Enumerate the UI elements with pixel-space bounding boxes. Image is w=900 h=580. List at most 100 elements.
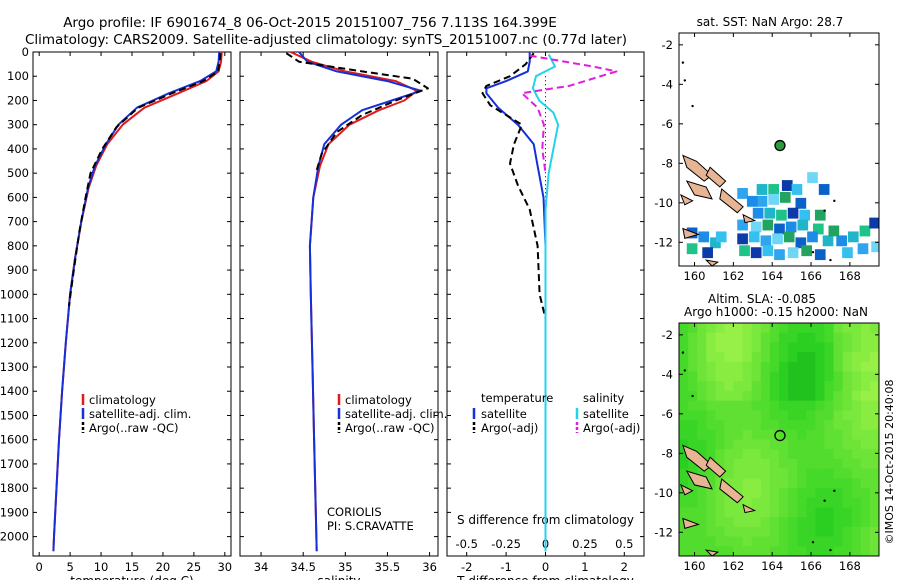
sla-cell <box>706 478 716 489</box>
sla-cell <box>797 468 807 479</box>
difference-profile-panel: -2 -1 0 1 2T difference from climatology -0.5… <box>446 51 645 580</box>
sst-cell <box>748 231 760 243</box>
sla-cell <box>715 458 726 470</box>
sla-cell <box>688 332 698 344</box>
sst-cell <box>774 249 785 261</box>
sla-cell <box>869 517 879 528</box>
sla-cell <box>797 420 807 431</box>
island-landmass <box>685 180 713 200</box>
salinity-xtick-label: 36 <box>422 560 437 574</box>
salinity-series-satellite-adj-clim- <box>298 51 423 552</box>
sla-cell <box>824 381 835 392</box>
sla-cell <box>679 458 689 470</box>
sla-cell <box>842 468 853 479</box>
sla-cell <box>788 478 798 489</box>
sla-cell <box>869 352 879 363</box>
sla-cell <box>751 400 762 411</box>
sla-cell <box>851 332 862 344</box>
sla-cell <box>751 449 762 460</box>
sla-cell <box>842 342 853 353</box>
sst-cell <box>836 235 847 247</box>
sla-cell <box>742 381 753 392</box>
pi-label: PI: S.CRAVATTE <box>327 519 414 533</box>
sst_map-xtick-label: 168 <box>839 269 861 283</box>
sla-cell <box>679 410 689 421</box>
sla-cell <box>733 526 744 538</box>
sla-cell <box>706 517 716 528</box>
sla-cell <box>751 468 762 479</box>
sla-cell <box>815 546 826 556</box>
sst_map-plot-area <box>679 61 879 266</box>
sla-cell <box>706 468 716 479</box>
sla-cell <box>688 381 698 392</box>
sla_map-ytick-label: -8 <box>662 446 673 460</box>
sla-cell <box>697 536 707 547</box>
sla-cell <box>697 420 707 431</box>
sla-cell <box>851 400 862 411</box>
sst-cell <box>776 209 787 221</box>
sla-cell <box>760 517 771 528</box>
sst-cell <box>715 231 727 243</box>
sst-cell <box>795 197 807 209</box>
sst_map-ytick-label: -8 <box>662 156 673 170</box>
sla-cell <box>788 449 798 460</box>
sla-cell <box>788 352 798 363</box>
speck-island <box>811 250 815 254</box>
sla-cell <box>860 429 871 441</box>
sla-cell <box>742 468 753 479</box>
sst-cell <box>737 233 748 245</box>
sla_map-frame <box>678 322 880 557</box>
temperature-ytick-label: 500 <box>7 166 29 180</box>
sla_map-ytick-label: -4 <box>662 367 673 381</box>
sla-cell <box>706 390 716 402</box>
sla-cell <box>797 449 807 460</box>
island-landmass <box>705 166 727 188</box>
sla-cell <box>724 381 735 392</box>
sla-cell <box>860 342 871 353</box>
sla-cell <box>751 420 762 431</box>
temperature-series-argo-raw-qc- <box>67 53 222 307</box>
sst_map-argo-position-marker <box>774 139 786 152</box>
sst-cell <box>702 247 713 259</box>
sla-cell <box>715 410 726 421</box>
sla-cell <box>715 536 726 547</box>
sla_map-ytick-label: -6 <box>662 407 673 421</box>
sla-map-panel: 160 162 164 166 168 -2 -4 -6 -8 -10 -12 <box>654 322 880 573</box>
sla-cell <box>751 488 762 499</box>
sla-cell <box>697 526 707 538</box>
sst_map-ytick-label: -12 <box>654 235 673 249</box>
sla-cell <box>851 352 862 363</box>
sla-cell <box>869 342 879 353</box>
sla-cell <box>724 439 735 450</box>
sla-cell <box>833 381 844 392</box>
sst-cell <box>807 172 818 184</box>
island-landmass <box>682 517 700 530</box>
speck-island <box>683 79 687 82</box>
sst-cell <box>869 217 879 229</box>
sla-cell <box>788 458 798 470</box>
sla_map-plot-area <box>679 323 879 556</box>
sla-cell <box>769 410 780 421</box>
temperature-ytick-label: 900 <box>7 263 29 277</box>
sal-diff-xtick-label: 0.5 <box>615 537 633 551</box>
sla-cell <box>779 429 789 441</box>
sla-cell <box>869 546 879 556</box>
sla-cell <box>851 410 862 421</box>
sla-cell <box>697 410 707 421</box>
differences-xtick-label: 1 <box>581 560 588 574</box>
salinity-xtick-label: 35.5 <box>375 560 401 574</box>
sla-cell <box>706 342 716 353</box>
sla-cell <box>760 390 771 402</box>
sla-cell <box>751 546 762 556</box>
sla-cell <box>860 507 871 518</box>
sla-cell <box>788 546 798 556</box>
speck-island <box>691 104 694 108</box>
sla-cell <box>797 400 807 411</box>
differences-series-temperature-satellite <box>485 52 547 552</box>
sla-cell <box>779 517 789 528</box>
sla-cell <box>697 429 707 441</box>
sla-cell <box>751 342 762 353</box>
sla-cell <box>797 526 807 538</box>
sla-cell <box>833 468 844 479</box>
